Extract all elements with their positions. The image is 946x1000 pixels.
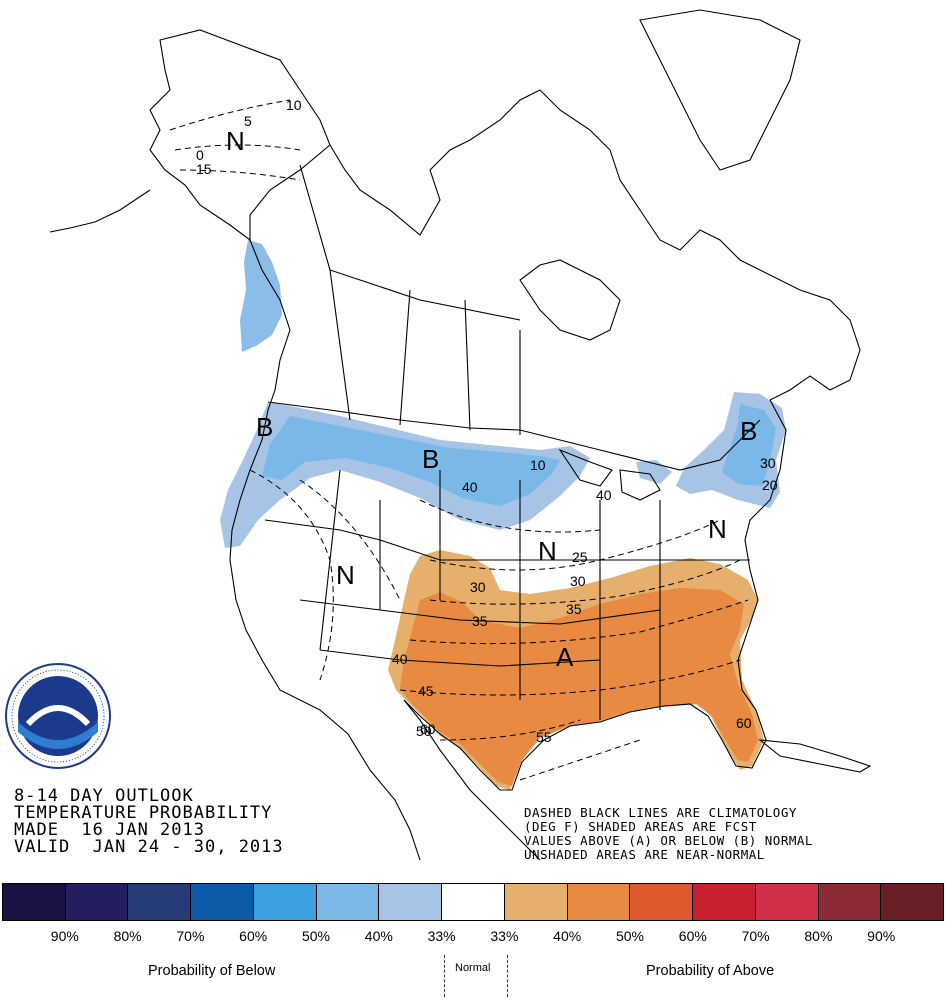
legend-swatch [881, 884, 944, 920]
contour-label: 10 [530, 457, 546, 473]
contour-label: 60 [736, 715, 752, 731]
legend-swatch [442, 884, 505, 920]
below-area-northern-tier-mid [262, 416, 560, 506]
legend-labels: 90% 80% 70% 60% 50% 40% 33% 33% 40% 50% 60% 70% 80% 9… [0, 928, 946, 948]
noaa-logo [5, 663, 111, 769]
climatology-contours [169, 99, 749, 781]
notes-block: DASHED BLACK LINES ARE CLIMATOLOGY (DEG … [524, 806, 934, 862]
legend-swatch [693, 884, 756, 920]
notes-line-3: VALUES ABOVE (A) OR BELOW (B) NORMAL [524, 833, 813, 848]
legend-swatch [630, 884, 694, 920]
above-area-south-mid [400, 588, 758, 786]
contour-label: 5 [244, 113, 252, 129]
contour-label: 10 [286, 97, 302, 113]
legend-percent-label: 70% [741, 928, 770, 944]
legend-swatch [755, 884, 819, 920]
map-label-n-alaska: N [226, 126, 245, 156]
legend-percent-label: 70% [176, 928, 205, 944]
legend-normal-label: Normal [455, 962, 491, 974]
map-label-n-east: N [708, 514, 727, 544]
legend-percent-label: 80% [804, 928, 833, 944]
outlook-map: N B B B N N N A 10 5 0 15 40 10 25 30 35… [49, 9, 872, 861]
legend-separator-right [507, 955, 508, 997]
legend-swatch [3, 884, 66, 920]
legend-percent-label: 33% [427, 928, 456, 944]
notes-line-2: (DEG F) SHADED AREAS ARE FCST [524, 819, 757, 834]
map-label-b-pacnw: B [256, 412, 273, 442]
contour-label: 15 [196, 161, 212, 177]
contour-label: 40 [596, 487, 612, 503]
title-line-1: 8-14 DAY OUTLOOK [14, 786, 194, 806]
map-label-a-south: A [556, 642, 574, 672]
contour-label: 0 [196, 147, 204, 163]
map-label-b-plains: B [422, 444, 439, 474]
contour-label: 35 [472, 613, 488, 629]
contour-label: 30 [570, 573, 586, 589]
legend-percent-label: 60% [678, 928, 707, 944]
legend-percent-label: 80% [113, 928, 142, 944]
legend-swatch [191, 884, 254, 920]
legend-percent-label: 50% [615, 928, 645, 944]
land-outlines [49, 9, 872, 861]
legend-swatch [253, 884, 317, 920]
legend-swatch [379, 884, 443, 920]
contour-label: 50 [416, 723, 432, 739]
legend-percent-label: 33% [490, 928, 519, 944]
title-block: 8-14 DAY OUTLOOK TEMPERATURE PROBABILITY… [14, 788, 374, 856]
contour-label: 40 [462, 479, 478, 495]
legend-percent-label: 40% [553, 928, 582, 944]
map-label-n-midwest: N [538, 536, 557, 566]
legend-percent-label: 40% [364, 928, 393, 944]
contour-label: 40 [392, 651, 408, 667]
contour-label: 20 [762, 477, 778, 493]
below-area-northeast-mid [722, 404, 776, 486]
contour-label: 55 [536, 729, 552, 745]
contour-label: 25 [572, 549, 588, 565]
legend-separator-left [444, 955, 445, 997]
legend-percent-label: 90% [50, 928, 79, 944]
legend-percent-label: 60% [239, 928, 268, 944]
map-label-n-west: N [336, 560, 355, 590]
legend-swatch [316, 884, 380, 920]
contour-label: 45 [418, 683, 434, 699]
legend-below-label: Probability of Below [148, 963, 276, 979]
below-area-ak-panhandle [240, 240, 282, 352]
legend-swatch [504, 884, 568, 920]
legend-swatch [128, 884, 192, 920]
notes-line-4: UNSHADED AREAS ARE NEAR-NORMAL [524, 847, 765, 862]
contour-label: 30 [470, 579, 486, 595]
map-label-b-northeast: B [740, 416, 757, 446]
legend-swatch [818, 884, 882, 920]
legend-color-bar [2, 883, 944, 921]
notes-line-1: DASHED BLACK LINES ARE CLIMATOLOGY [524, 805, 797, 820]
legend-percent-label: 50% [301, 928, 331, 944]
legend-above-label: Probability of Above [646, 963, 775, 979]
contour-label: 30 [760, 455, 776, 471]
title-line-4: VALID JAN 24 - 30, 2013 [14, 837, 284, 857]
contour-label: 35 [566, 601, 582, 617]
legend-percent-label: 90% [867, 928, 896, 944]
legend-swatch [567, 884, 631, 920]
title-line-3: MADE 16 JAN 2013 [14, 820, 205, 840]
title-line-2: TEMPERATURE PROBABILITY [14, 803, 273, 823]
contour-label: 60 [420, 721, 436, 737]
legend-swatch [65, 884, 129, 920]
